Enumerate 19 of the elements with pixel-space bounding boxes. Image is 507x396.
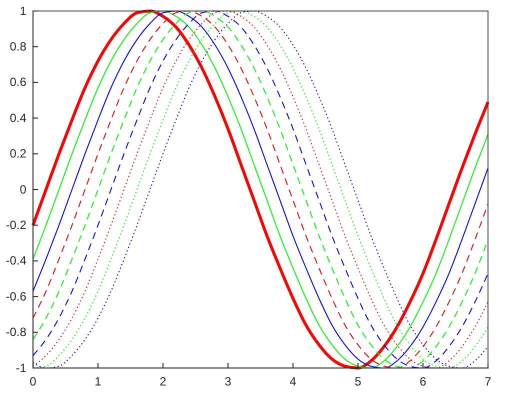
y-tick-label: 1 — [20, 4, 27, 18]
y-tick-label: 0.8 — [10, 40, 27, 54]
x-tick-label: 5 — [354, 374, 362, 388]
x-tick-label: 3 — [224, 374, 232, 388]
y-tick-label: 0.6 — [10, 75, 27, 90]
x-tick-label: 6 — [420, 374, 427, 388]
y-tick-label: 0.2 — [10, 146, 27, 161]
y-tick-label: -0.6 — [6, 289, 27, 304]
y-tick-label: -0.2 — [6, 218, 27, 232]
y-tick-label: 0 — [20, 182, 27, 196]
y-tick-label: -0.8 — [6, 325, 27, 340]
x-tick-label: 2 — [160, 374, 167, 388]
x-tick-label: 0 — [30, 374, 37, 388]
y-tick-label: -0.4 — [6, 254, 27, 268]
x-tick-label: 4 — [290, 374, 297, 388]
x-tick-label: 1 — [94, 374, 102, 388]
x-tick-label: 7 — [484, 374, 492, 388]
y-tick-label: 0.4 — [10, 110, 27, 125]
y-tick-label: -1 — [16, 360, 27, 375]
